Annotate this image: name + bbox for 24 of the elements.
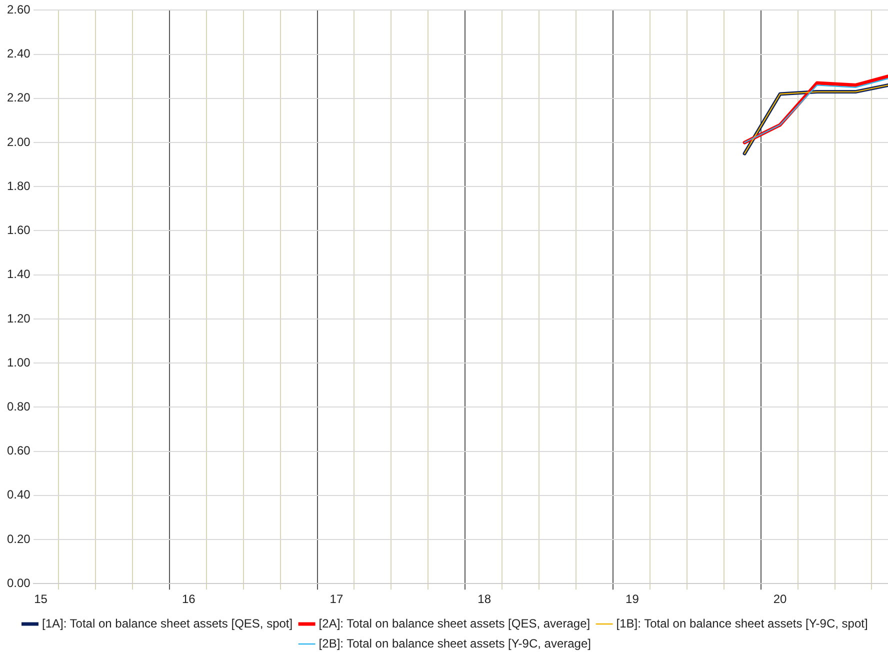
y-tick-label: 1.80 [6,178,31,193]
x-tick-label: 18 [478,592,492,606]
y-tick-label: 2.20 [6,90,31,105]
x-tick-label: 20 [773,592,788,606]
y-tick-label: 2.40 [6,46,31,61]
x-tick-label: 17 [330,592,344,606]
legend-label: [1B]: Total on balance sheet assets [Y-9C, spot] [616,616,868,630]
y-tick-label: 0.60 [6,444,31,458]
y-tick-label: 0.80 [6,399,31,414]
y-tick-label: 0.20 [6,532,31,546]
y-tick-label: 0.40 [6,488,31,502]
legend-label: [2A]: Total on balance sheet assets [QES, average] [318,616,590,630]
x-tick-label: 15 [34,592,48,606]
y-tick-label: 0.00 [6,576,31,590]
legend-label: [1A]: Total on balance sheet assets [QES, spot] [42,616,293,630]
y-tick-label: 1.20 [6,311,31,326]
y-tick-label: 1.40 [6,267,31,282]
y-tick-label: 1.00 [6,355,31,370]
y-tick-label: 2.60 [6,2,31,17]
legend-label: [2B]: Total on balance sheet assets [Y-9C, average] [318,636,591,650]
y-tick-label: 2.00 [6,134,31,149]
x-tick-label: 19 [626,592,640,606]
y-tick-label: 1.60 [6,223,31,238]
x-tick-label: 16 [182,592,196,606]
